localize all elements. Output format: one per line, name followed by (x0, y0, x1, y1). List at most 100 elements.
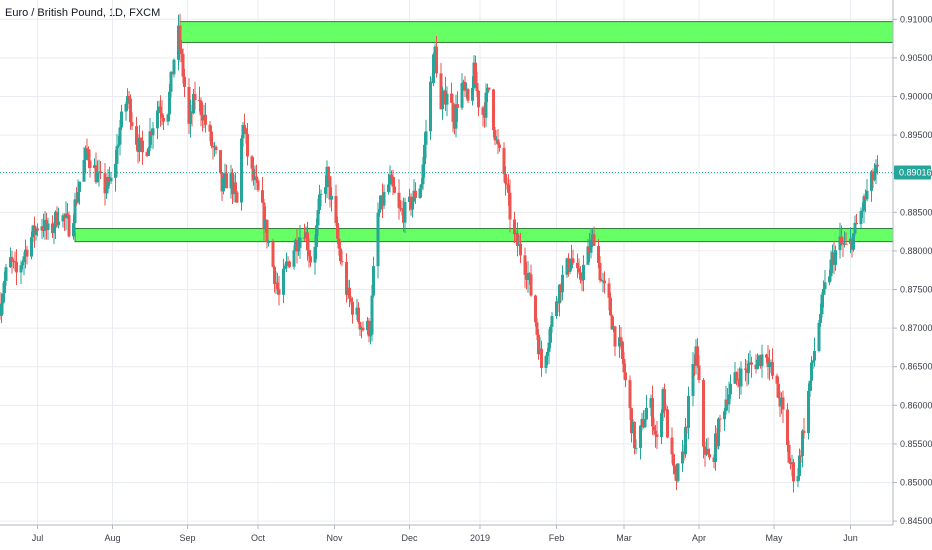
candle-body (655, 434, 659, 438)
candle-body (240, 138, 243, 203)
candle-body (411, 201, 414, 210)
candle-body (361, 327, 365, 331)
candle-body (147, 148, 150, 156)
candle-body (561, 274, 564, 293)
candle-body (423, 144, 426, 165)
candle-body (96, 172, 99, 183)
candle-body (162, 117, 165, 122)
candle-body (315, 225, 318, 247)
candle-body (327, 166, 330, 177)
candle-body (771, 362, 774, 376)
x-tick-label: 2019 (470, 533, 490, 543)
candle-body (244, 128, 248, 135)
candle-body (367, 320, 371, 337)
candle-body (492, 89, 495, 131)
candle-body (243, 125, 246, 129)
candle-body (862, 196, 866, 211)
candle-body (504, 173, 507, 184)
candle-body (319, 193, 323, 195)
candle-body (61, 215, 65, 222)
time-axis-bg (0, 525, 932, 550)
candle-body (549, 326, 552, 343)
candle-body (22, 256, 26, 263)
candle-body (198, 99, 201, 101)
candle-body (214, 146, 218, 151)
candle-body (351, 301, 354, 315)
candle-body (456, 104, 459, 108)
candle-body (750, 362, 753, 365)
candle-body (571, 258, 575, 263)
candle-body (330, 195, 333, 200)
candle-body (873, 172, 876, 181)
candle-body (118, 127, 122, 145)
candle-body (874, 164, 878, 173)
candle-body (178, 25, 182, 49)
candle-body (697, 365, 701, 381)
y-tick-label: 0.90000 (900, 92, 932, 102)
candle-body (766, 357, 770, 367)
candle-body (852, 233, 855, 250)
candle-body (786, 409, 789, 446)
candle-body (796, 476, 800, 482)
candle-body (138, 137, 141, 153)
candle-body (787, 445, 791, 463)
candle-body (474, 62, 477, 84)
candle-body (135, 126, 138, 145)
candle-body (670, 437, 674, 455)
candle-body (34, 228, 38, 235)
candle-body (621, 341, 624, 359)
candle-body (540, 348, 543, 368)
candle-body (496, 139, 500, 145)
candle-body (799, 455, 803, 457)
candle-body (297, 247, 300, 252)
candle-body (802, 430, 806, 434)
candle-body (393, 186, 396, 193)
candle-body (546, 351, 549, 357)
candle-body (282, 268, 285, 295)
candle-body (262, 202, 266, 230)
candle-body (271, 241, 275, 267)
candle-body (775, 375, 779, 384)
candle-body (523, 255, 527, 275)
candle-body (823, 282, 827, 289)
candle-body (807, 390, 810, 434)
candle-body (834, 250, 837, 265)
candle-body (318, 194, 321, 211)
candle-body (241, 125, 245, 139)
candle-body (739, 368, 743, 387)
price-axis-bg (893, 0, 932, 550)
candle-body (25, 249, 29, 257)
y-tick-label: 0.87000 (900, 323, 932, 333)
candle-body (570, 258, 573, 269)
zone-rect (179, 21, 894, 43)
candle-body (414, 190, 417, 198)
candle-body (660, 413, 663, 438)
y-tick-label: 0.89500 (900, 130, 932, 140)
candle-body (439, 73, 443, 110)
candle-body (628, 380, 632, 409)
candle-body (844, 243, 848, 245)
candle-body (126, 96, 129, 104)
candle-body (445, 93, 449, 105)
candle-body (663, 389, 666, 409)
candle-body (486, 87, 489, 93)
candle-body (811, 360, 815, 363)
candle-body (441, 99, 444, 110)
candle-body (558, 284, 561, 304)
candle-body (78, 181, 81, 192)
candle-body (471, 87, 474, 101)
candle-body (169, 71, 173, 92)
candle-body (484, 92, 488, 118)
candle-body (334, 195, 338, 223)
candle-body (307, 250, 311, 257)
candle-body (57, 221, 60, 226)
candle-body (397, 192, 401, 208)
candle-body (99, 171, 102, 174)
candle-body (339, 248, 342, 262)
candle-body (67, 215, 71, 237)
candle-body (399, 207, 402, 209)
candle-body (651, 398, 654, 427)
candle-body (586, 246, 590, 265)
candle-body (325, 166, 329, 188)
